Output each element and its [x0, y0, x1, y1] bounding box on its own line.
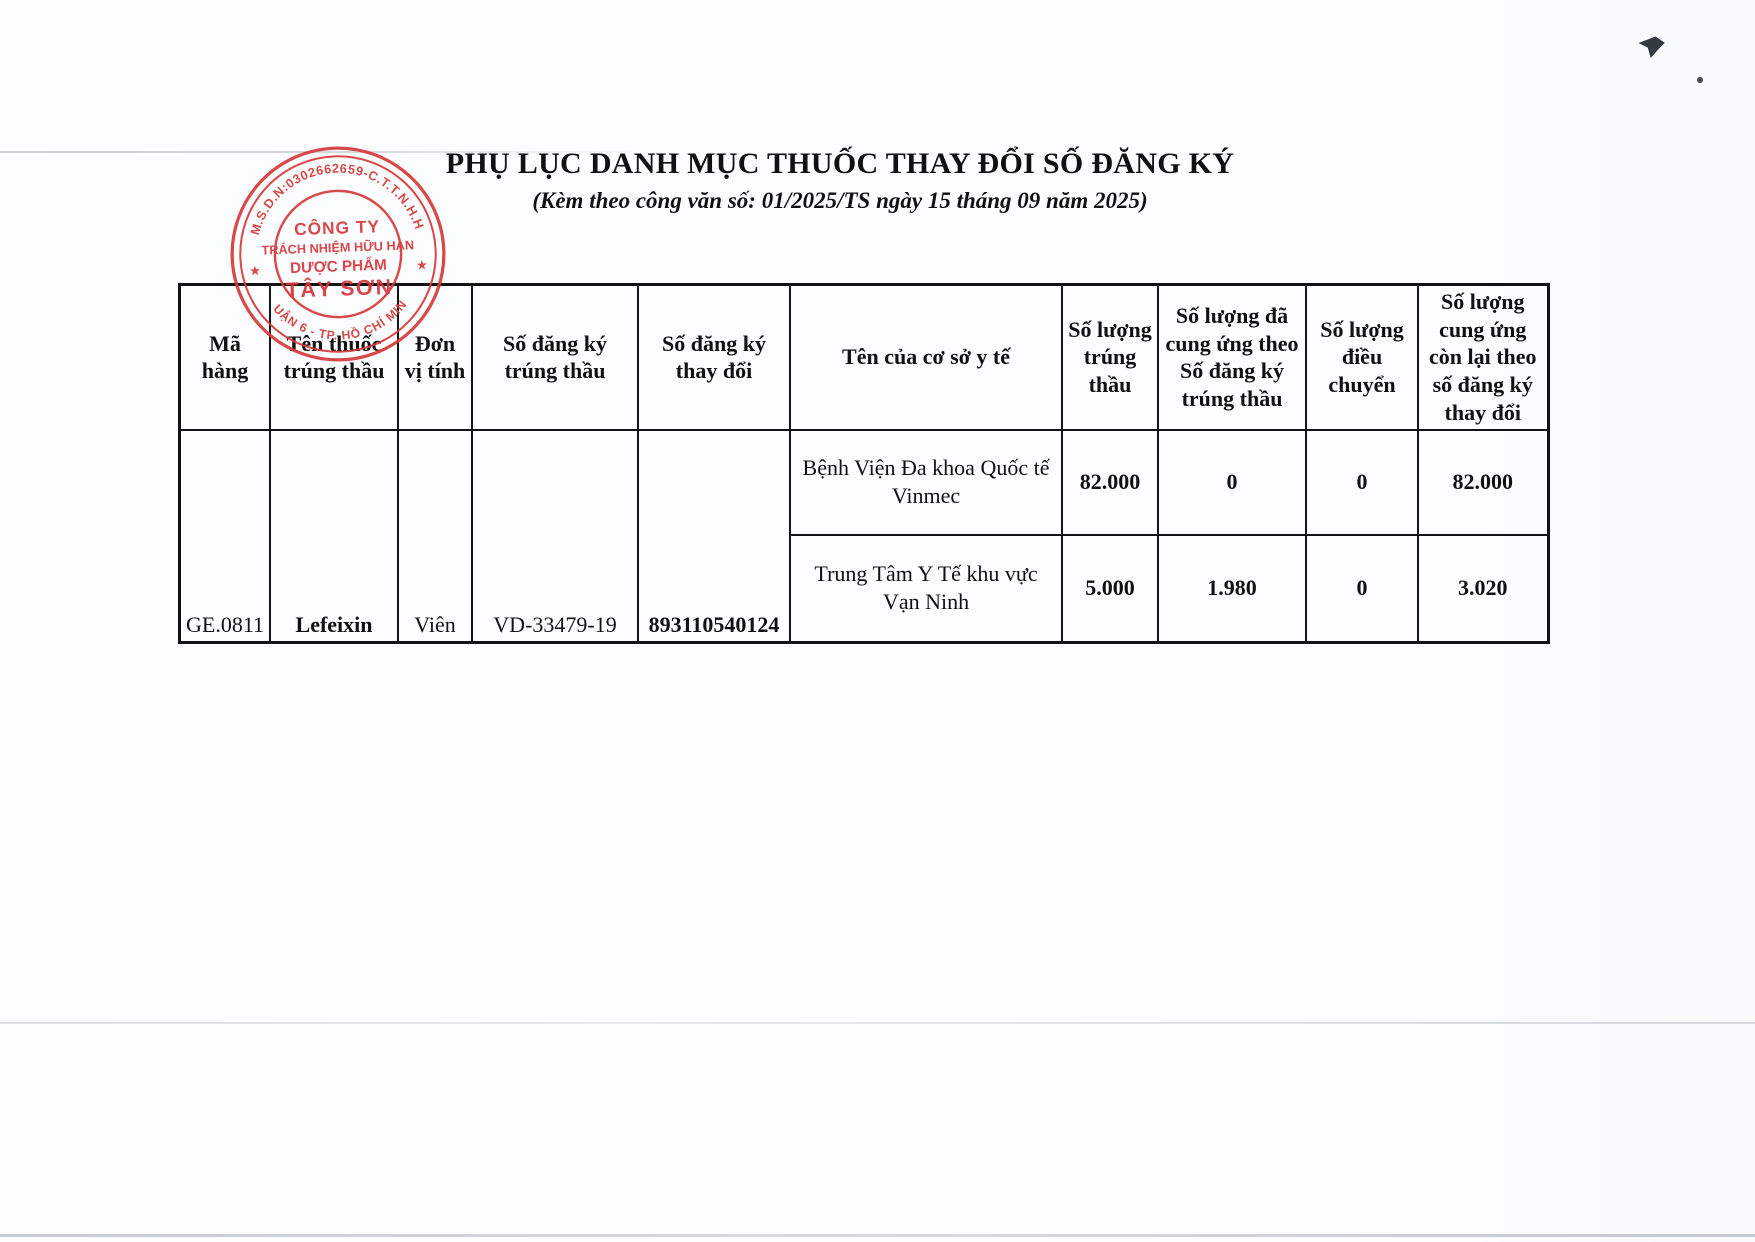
stamp-star-right-icon: ★: [416, 257, 428, 272]
ink-dot: [1697, 77, 1703, 83]
stamp-company-line2: TRÁCH NHIỆM HỮU HẠN: [261, 237, 414, 257]
stamp-company-line3: DƯỢC PHẨM: [290, 256, 387, 277]
ink-mark-icon: [1637, 34, 1666, 59]
cell-supplied-qty: 0: [1157, 428, 1308, 536]
cell-reg-no-won: VD-33479-19: [471, 428, 640, 644]
header-so-luong-dieu-chuyen: Số lượng điều chuyển: [1305, 283, 1420, 431]
scan-artifact-line-middle: [0, 1022, 1755, 1024]
cell-transferred-qty: 0: [1305, 428, 1420, 536]
cell-remaining-qty: 3.020: [1417, 533, 1550, 644]
header-ten-co-so-y-te: Tên của cơ sở y tế: [789, 283, 1064, 431]
document-heading: PHỤ LỤC DANH MỤC THUỐC THAY ĐỔI SỐ ĐĂNG …: [110, 146, 1570, 215]
cell-product-name: Lefeixin: [269, 428, 400, 644]
header-so-dang-ky-thay-doi: Số đăng ký thay đổi: [637, 283, 792, 431]
cell-facility-name: Trung Tâm Y Tế khu vực Vạn Ninh: [789, 533, 1064, 644]
stamp-star-left-icon: ★: [249, 263, 261, 278]
header-so-luong-con-lai: Số lượng cung ứng còn lại theo số đăng k…: [1417, 283, 1550, 431]
cell-won-qty: 82.000: [1061, 428, 1160, 536]
header-ten-thuoc: Tên thuốc trúng thầu: [269, 283, 400, 431]
cell-reg-no-changed: 893110540124: [637, 428, 792, 644]
page-title: PHỤ LỤC DANH MỤC THUỐC THAY ĐỔI SỐ ĐĂNG …: [445, 147, 1235, 180]
scan-artifact-line-bottom: [0, 1234, 1755, 1237]
cell-transferred-qty: 0: [1305, 533, 1420, 644]
cell-remaining-qty: 82.000: [1417, 428, 1550, 536]
table-header-row: Mã hàng Tên thuốc trúng thầu Đơn vị tính…: [178, 283, 1550, 431]
cell-product-unit: Viên: [397, 428, 474, 644]
header-don-vi-tinh: Đơn vị tính: [397, 283, 474, 431]
cell-won-qty: 5.000: [1061, 533, 1160, 644]
header-ma-hang: Mã hàng: [178, 283, 272, 431]
cell-product-code: GE.0811: [178, 428, 272, 644]
header-so-luong-trung-thau: Số lượng trúng thầu: [1061, 283, 1160, 431]
page-subtitle: (Kèm theo công văn số: 01/2025/TS ngày 1…: [532, 188, 1148, 213]
stamp-company-line1: CÔNG TY: [294, 216, 381, 239]
table-row-facility-1: GE.0811 Lefeixin Viên VD-33479-19 893110…: [178, 428, 1550, 644]
cell-facility-name: Bệnh Viện Đa khoa Quốc tế Vinmec: [789, 428, 1064, 536]
cell-supplied-qty: 1.980: [1157, 533, 1308, 644]
header-so-luong-da-cung-ung: Số lượng đã cung ứng theo Số đăng ký trú…: [1157, 283, 1308, 431]
header-so-dang-ky-trung-thau: Số đăng ký trúng thầu: [471, 283, 640, 431]
drug-registration-table: Mã hàng Tên thuốc trúng thầu Đơn vị tính…: [178, 283, 1550, 645]
